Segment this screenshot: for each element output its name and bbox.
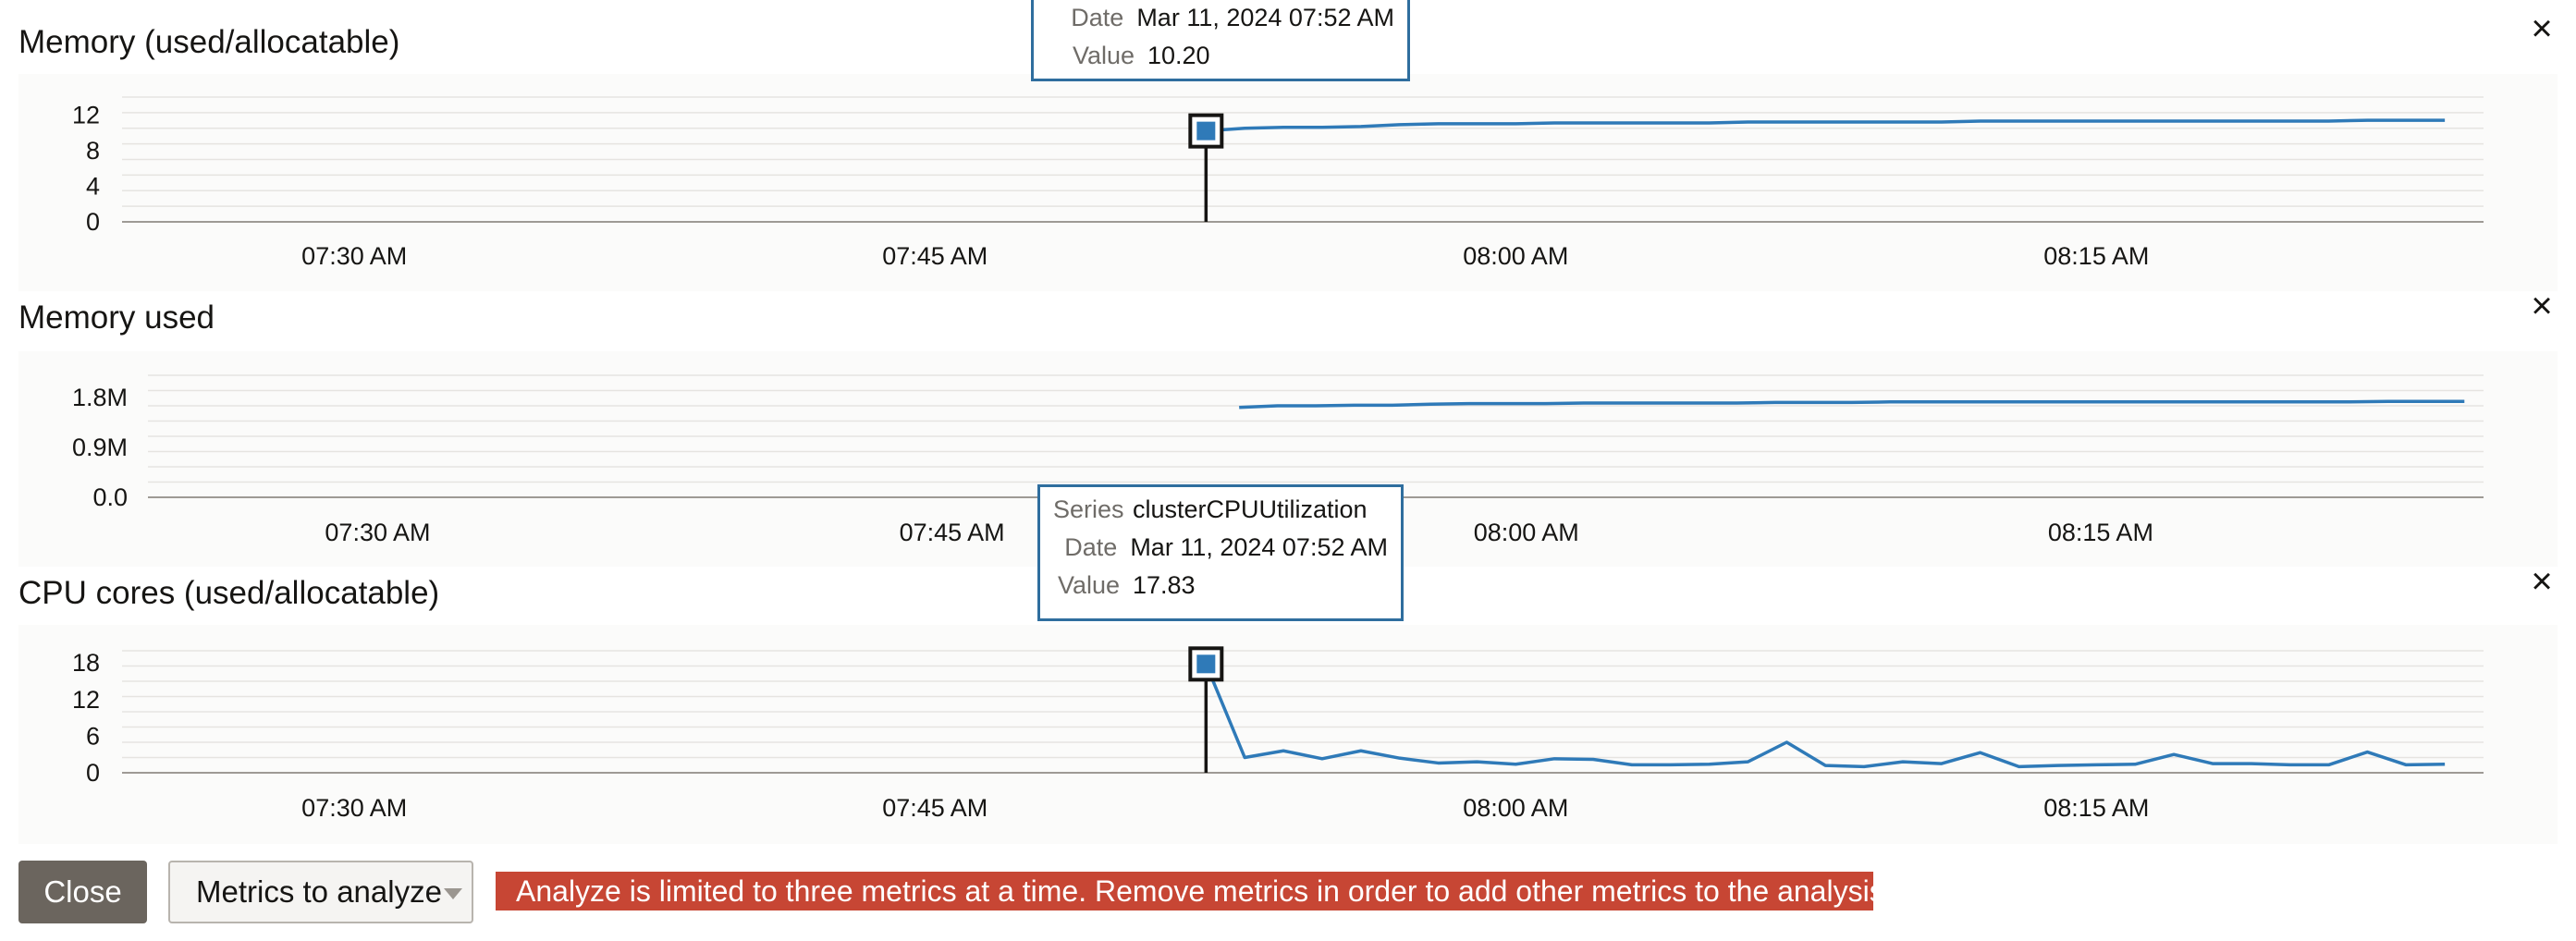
panel-title: CPU cores (used/allocatable) xyxy=(18,575,440,611)
x-tick-label: 07:45 AM xyxy=(900,519,1005,546)
dropdown-label: Metrics to analyze xyxy=(196,874,442,909)
series-line xyxy=(1239,399,2465,409)
x-tick-label: 07:45 AM xyxy=(882,794,987,822)
data-tooltip: Series clusterCPUUtilization Date Mar 11… xyxy=(1037,484,1404,621)
x-tick-label: 07:30 AM xyxy=(325,519,430,546)
x-tick-label: 07:30 AM xyxy=(301,242,407,270)
y-tick-label: 0 xyxy=(86,759,100,787)
y-tick-label: 0 xyxy=(86,208,100,236)
x-tick-label: 08:00 AM xyxy=(1463,242,1568,270)
warning-message: Analyze is limited to three metrics at a… xyxy=(496,872,1893,910)
tooltip-row-value: Value 10.20 xyxy=(1047,37,1394,75)
tooltip-value: Mar 11, 2024 07:52 AM xyxy=(1130,533,1388,561)
x-tick-label: 08:15 AM xyxy=(2043,794,2149,822)
chart-svg[interactable]: 0 6 12 18 07:30 AM 07:45 AM 08:00 AM 08:15 AM xyxy=(0,571,2576,849)
metrics-to-analyze-dropdown[interactable]: Metrics to analyze xyxy=(168,861,473,923)
chart-panel-cpu-cores: CPU cores (used/allocatable) × 0 6 12 18 07:… xyxy=(0,563,2576,849)
y-tick-label: 6 xyxy=(86,722,100,750)
close-button[interactable]: Close xyxy=(18,861,147,923)
x-tick-label: 08:00 AM xyxy=(1463,794,1568,822)
chart-area xyxy=(18,74,2558,291)
y-tick-label: 12 xyxy=(72,101,100,128)
data-tooltip: Date Mar 11, 2024 07:52 AM Value 10.20 xyxy=(1031,0,1410,81)
tooltip-row-value: Value 17.83 xyxy=(1053,567,1388,605)
x-tick-label: 07:45 AM xyxy=(882,242,987,270)
x-tick-label: 08:15 AM xyxy=(2048,519,2153,546)
data-point xyxy=(1196,121,1216,141)
panel-title: Memory used xyxy=(18,299,215,336)
chevron-down-icon xyxy=(444,888,462,899)
chart-svg[interactable]: 0 4 8 12 07:30 AM 07:45 AM 08:00 AM 08:15 AM xyxy=(0,0,2576,296)
tooltip-key: Date xyxy=(1064,533,1118,561)
tooltip-value: 10.20 xyxy=(1147,42,1210,69)
y-tick-label: 0.9M xyxy=(72,434,128,461)
y-tick-label: 8 xyxy=(86,137,100,165)
y-tick-label: 12 xyxy=(72,686,100,714)
x-tick-label: 07:30 AM xyxy=(301,794,407,822)
tooltip-key: Value xyxy=(1057,571,1120,599)
chart-area xyxy=(18,625,2558,844)
y-tick-label: 4 xyxy=(86,172,100,200)
panel-title: Memory (used/allocatable) xyxy=(18,24,400,60)
y-tick-label: 0.0 xyxy=(92,483,128,511)
data-point xyxy=(1196,654,1216,674)
tooltip-value: clusterCPUUtilization xyxy=(1133,495,1368,523)
x-tick-label: 08:15 AM xyxy=(2043,242,2149,270)
tooltip-value: 17.83 xyxy=(1133,571,1196,599)
chart-svg[interactable]: 0.0 0.9M 1.8M 07:30 AM 07:45 AM 08:00 AM 08:15… xyxy=(0,296,2576,571)
y-tick-label: 18 xyxy=(72,649,100,677)
series-line xyxy=(1206,118,2446,133)
tooltip-key: Date xyxy=(1071,4,1124,31)
x-tick-label: 08:00 AM xyxy=(1474,519,1579,546)
chart-panel-memory-allocatable: Memory (used/allocatable) × 0 4 8 12 07:30 A… xyxy=(0,0,2576,296)
tooltip-row-series: Series clusterCPUUtilization xyxy=(1053,491,1388,529)
close-icon[interactable]: × xyxy=(2531,561,2553,602)
tooltip-row-date: Date Mar 11, 2024 07:52 AM xyxy=(1047,0,1394,37)
tooltip-key: Value xyxy=(1072,42,1135,69)
tooltip-key: Series xyxy=(1053,495,1124,523)
close-icon[interactable]: × xyxy=(2531,8,2553,49)
close-icon[interactable]: × xyxy=(2531,286,2553,326)
tooltip-row-date: Date Mar 11, 2024 07:52 AM xyxy=(1053,529,1388,567)
series-line xyxy=(1204,663,2446,769)
tooltip-value: Mar 11, 2024 07:52 AM xyxy=(1136,4,1394,31)
y-tick-label: 1.8M xyxy=(72,384,128,411)
